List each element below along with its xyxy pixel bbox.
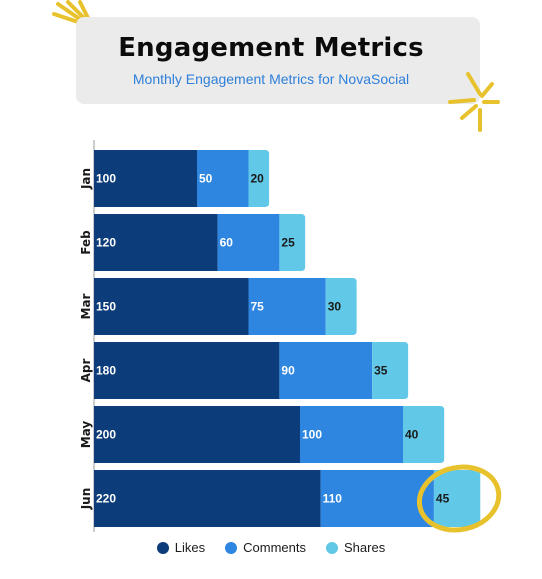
- data-label-comments-jan: 50: [199, 172, 213, 186]
- y-tick-label-apr: Apr: [79, 359, 93, 383]
- highlight-circle-decoration: [416, 464, 502, 533]
- chart-title: Engagement Metrics: [118, 33, 424, 63]
- data-label-comments-apr: 90: [281, 364, 295, 378]
- chart-legend: Likes Comments Shares: [0, 540, 542, 555]
- bar-comments-jun: [320, 470, 434, 527]
- data-label-likes-may: 200: [96, 428, 116, 442]
- legend-label-shares: Shares: [344, 540, 386, 555]
- legend-swatch-comments: [225, 541, 238, 554]
- bar-likes-may: [94, 406, 300, 463]
- bar-likes-jan: [94, 150, 197, 207]
- legend-label-comments: Comments: [243, 540, 306, 555]
- data-label-shares-feb: 25: [281, 236, 295, 250]
- legend-item-likes: Likes: [156, 540, 206, 555]
- data-label-shares-jun: 45: [436, 492, 450, 506]
- legend-item-shares: Shares: [326, 540, 385, 555]
- data-label-comments-jun: 110: [323, 492, 343, 506]
- data-label-comments-feb: 60: [220, 236, 234, 250]
- legend-swatch-likes: [156, 541, 169, 554]
- bar-shares-apr: [372, 342, 409, 399]
- data-label-likes-jan: 100: [96, 172, 116, 186]
- data-label-likes-mar: 150: [96, 300, 116, 314]
- data-label-shares-apr: 35: [374, 364, 388, 378]
- bar-likes-jun: [94, 470, 321, 527]
- data-label-comments-mar: 75: [251, 300, 265, 314]
- legend-label-likes: Likes: [174, 540, 206, 555]
- bar-shares-jun: [433, 470, 481, 527]
- bar-shares-mar: [325, 278, 357, 335]
- data-label-shares-jan: 20: [251, 172, 265, 186]
- bar-comments-mar: [248, 278, 326, 335]
- bar-shares-jan: [248, 150, 270, 207]
- header-card: [76, 17, 480, 104]
- data-label-likes-feb: 120: [96, 236, 116, 250]
- bar-shares-feb: [279, 214, 306, 271]
- legend-item-comments: Comments: [225, 540, 306, 555]
- legend-swatch-shares: [326, 541, 338, 554]
- bar-likes-apr: [94, 342, 280, 399]
- bar-comments-apr: [279, 342, 373, 399]
- bar-likes-feb: [94, 214, 218, 271]
- bar-shares-may: [403, 406, 445, 463]
- y-tick-label-may: May: [79, 421, 93, 449]
- bar-likes-mar: [94, 278, 249, 335]
- bar-comments-feb: [217, 214, 280, 271]
- chart-subtitle: Monthly Engagement Metrics for NovaSocia…: [132, 71, 410, 87]
- bar-comments-may: [300, 406, 403, 463]
- data-label-likes-apr: 180: [96, 364, 116, 378]
- y-tick-label-jan: Jan: [79, 168, 93, 190]
- data-label-shares-mar: 30: [328, 300, 342, 314]
- y-tick-label-jun: Jun: [79, 488, 93, 511]
- data-label-likes-jun: 220: [96, 492, 116, 506]
- y-tick-label-feb: Feb: [79, 230, 93, 255]
- data-label-shares-may: 40: [405, 428, 419, 442]
- data-label-comments-may: 100: [302, 428, 322, 442]
- bar-comments-jan: [197, 150, 249, 207]
- y-tick-label-mar: Mar: [79, 293, 93, 319]
- sunburst-decoration-right: [448, 72, 500, 132]
